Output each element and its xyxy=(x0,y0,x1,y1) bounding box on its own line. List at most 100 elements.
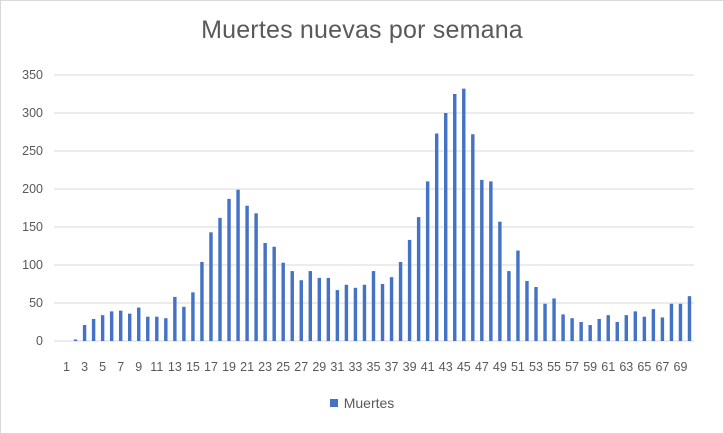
bar xyxy=(389,277,394,341)
bar xyxy=(254,213,258,341)
bar xyxy=(362,284,367,341)
x-tick-label: 43 xyxy=(439,360,453,374)
y-tick-label: 350 xyxy=(22,68,43,82)
bar xyxy=(236,189,240,341)
y-axis-labels: 0 50 100 150 200 250 300 350 xyxy=(22,68,43,348)
y-tick-label: 200 xyxy=(22,182,43,196)
bar xyxy=(434,133,439,341)
bar xyxy=(272,246,276,341)
bar xyxy=(173,296,177,341)
y-tick-label: 100 xyxy=(22,258,43,272)
bar xyxy=(182,306,186,341)
bar xyxy=(480,179,484,341)
gridlines xyxy=(54,74,694,342)
bar xyxy=(624,315,628,341)
bar xyxy=(489,181,493,341)
bar xyxy=(299,280,303,341)
x-tick-label: 55 xyxy=(547,360,561,374)
bar xyxy=(100,315,105,341)
x-tick-label: 51 xyxy=(511,360,525,374)
x-tick-label: 57 xyxy=(565,360,579,374)
bar xyxy=(326,277,331,341)
x-tick-label: 7 xyxy=(117,360,124,374)
x-tick-label: 67 xyxy=(655,360,669,374)
bar xyxy=(516,250,520,341)
legend-swatch-muertes xyxy=(329,399,338,407)
bar xyxy=(588,325,592,341)
bar xyxy=(534,287,538,341)
bar xyxy=(371,271,376,341)
bar xyxy=(73,339,78,341)
bar xyxy=(651,309,656,341)
bar xyxy=(335,290,340,341)
x-tick-label: 1 xyxy=(63,360,70,374)
bar xyxy=(109,311,114,341)
y-tick-label: 50 xyxy=(29,296,43,310)
bar xyxy=(579,322,583,341)
x-tick-label: 25 xyxy=(276,360,290,374)
bars xyxy=(73,88,692,342)
legend: Muertes xyxy=(0,395,724,411)
x-tick-label: 3 xyxy=(81,360,88,374)
bar xyxy=(660,317,665,341)
bar xyxy=(263,242,267,341)
bar xyxy=(380,284,385,341)
bar xyxy=(462,88,466,342)
x-tick-label: 45 xyxy=(457,360,471,374)
y-tick-label: 300 xyxy=(22,106,43,120)
x-tick-label: 35 xyxy=(367,360,381,374)
bar xyxy=(91,318,96,341)
x-tick-label: 9 xyxy=(135,360,142,374)
x-tick-label: 29 xyxy=(312,360,326,374)
legend-label-muertes: Muertes xyxy=(343,395,395,411)
bar xyxy=(687,296,692,341)
bar xyxy=(525,280,529,341)
bar xyxy=(137,307,141,341)
bar xyxy=(155,316,159,341)
bar xyxy=(543,303,547,341)
x-tick-label: 61 xyxy=(601,360,615,374)
y-tick-label: 0 xyxy=(36,334,43,348)
x-tick-label: 53 xyxy=(529,360,543,374)
bar xyxy=(353,287,358,341)
y-tick-label: 150 xyxy=(22,220,43,234)
bar xyxy=(416,217,421,341)
bar xyxy=(146,316,150,341)
bar xyxy=(453,94,457,341)
y-tick-label: 250 xyxy=(22,144,43,158)
bar xyxy=(398,261,403,341)
bar xyxy=(82,325,87,341)
x-tick-label: 33 xyxy=(348,360,362,374)
bar xyxy=(308,271,312,341)
bar xyxy=(471,134,475,341)
bar xyxy=(227,198,231,341)
bar xyxy=(164,318,168,341)
x-tick-label: 37 xyxy=(385,360,399,374)
bar xyxy=(444,113,448,341)
bar xyxy=(498,221,502,341)
bar xyxy=(606,315,610,341)
bar xyxy=(209,232,213,341)
bar xyxy=(290,271,294,341)
x-tick-label: 47 xyxy=(475,360,489,374)
bar xyxy=(245,205,249,341)
bar xyxy=(425,181,430,341)
bar xyxy=(218,217,222,341)
x-tick-label: 69 xyxy=(674,360,688,374)
bar xyxy=(669,303,674,341)
x-tick-label: 39 xyxy=(403,360,417,374)
x-tick-label: 41 xyxy=(421,360,435,374)
bar xyxy=(128,313,132,341)
bar xyxy=(191,292,195,341)
bar xyxy=(118,310,123,341)
x-tick-label: 27 xyxy=(294,360,308,374)
bar xyxy=(200,261,204,341)
x-axis-labels: 1 3 5 7 9 11 13 15 17 19 21 23 25 27 29 31 33 35 37 39 41 43 4… xyxy=(63,360,687,374)
x-tick-label: 11 xyxy=(150,360,163,374)
x-tick-label: 13 xyxy=(168,360,182,374)
bar xyxy=(615,322,619,341)
x-tick-label: 17 xyxy=(204,360,218,374)
bar xyxy=(570,318,574,341)
chart-title: Muertes nuevas por semana xyxy=(201,16,523,44)
